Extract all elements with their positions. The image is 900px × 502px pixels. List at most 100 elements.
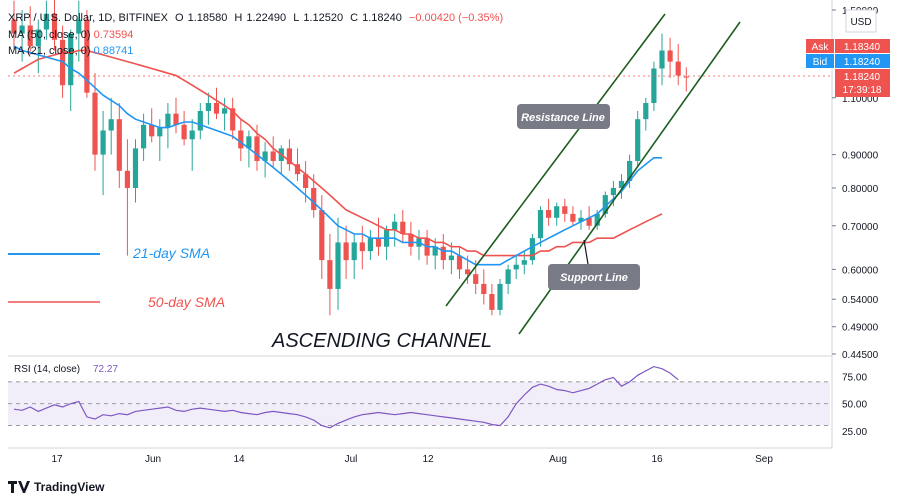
price-tick-label: 0.44500 [842, 350, 879, 361]
bid-value-bg [835, 54, 890, 68]
time-tick-label: 16 [651, 454, 663, 465]
support-label: Support Line [560, 272, 628, 284]
price-tick-label: 0.90000 [842, 151, 879, 162]
support-pointer [583, 239, 589, 265]
candle-body [554, 206, 560, 218]
candle-body [359, 242, 365, 252]
ask-label-bg [806, 39, 834, 53]
candle-body [173, 113, 179, 125]
candle-body [683, 76, 689, 78]
sma50-annotation: 50-day SMA [148, 294, 225, 310]
candle-body [230, 108, 236, 131]
candle-body [481, 283, 487, 295]
ma50-legend[interactable]: MA (50, close, 0) 0.73594 [8, 29, 133, 41]
candle-body [546, 210, 552, 218]
candle-body [513, 264, 519, 270]
candle-body [327, 260, 333, 289]
price-tick-label: 0.60000 [842, 265, 879, 276]
candle-body [213, 102, 220, 114]
ask-value: 1.18340 [844, 42, 881, 53]
open-value: 1.18580 [187, 12, 228, 24]
rsi-label: RSI (14, close) [14, 364, 80, 375]
time-tick-label: 12 [422, 454, 434, 465]
candle-body [35, 29, 41, 47]
candle-body [141, 124, 147, 149]
time-tick-label: Jun [145, 454, 161, 465]
price-tick-label: 0.80000 [842, 184, 879, 195]
candle-body [262, 151, 268, 161]
time-tick-label: 14 [233, 454, 245, 465]
candle-body [319, 210, 325, 261]
sma21-annotation: 21-day SMA [132, 245, 210, 261]
candle-body [578, 217, 584, 222]
candle-body [84, 19, 90, 93]
candle-body [238, 130, 244, 149]
candle-body [570, 213, 576, 222]
price-tick-label: 0.70000 [842, 222, 879, 233]
candle-body [465, 269, 471, 275]
candle-body [602, 195, 608, 214]
candle-body [473, 274, 479, 284]
last-price-countdown: 17:39:18 [843, 85, 882, 96]
rsi-tick-label: 75.00 [842, 372, 867, 383]
brand-name: TradingView [34, 480, 105, 494]
candle-body [651, 68, 657, 103]
candle-body [367, 238, 373, 252]
sma50-line [13, 49, 663, 257]
close-label: C [350, 12, 359, 24]
open-label: O [175, 12, 184, 24]
candle-body [375, 238, 382, 247]
high-label: H [234, 12, 243, 24]
time-tick-label: Jul [345, 454, 358, 465]
bid-label: Bid [813, 57, 827, 68]
rsi-axis: 75.00 50.00 25.00 [842, 372, 867, 438]
candle-body [254, 136, 260, 161]
price-tick-label: 0.49000 [842, 323, 879, 334]
candle-body [222, 108, 228, 114]
candle-body [432, 246, 438, 256]
ask-label: Ask [812, 42, 830, 53]
candle-body [675, 61, 681, 76]
bid-value: 1.18240 [844, 57, 881, 68]
candle-body [643, 102, 649, 120]
support-callout [548, 264, 640, 290]
resistance-label: Resistance Line [521, 112, 605, 124]
candle-body [303, 174, 309, 188]
candle-body [76, 19, 82, 34]
bid-label-bg [806, 54, 834, 68]
candle-body [181, 124, 187, 140]
low-value: 1.12520 [303, 12, 344, 24]
candle-body [11, 19, 17, 34]
candle-body [157, 127, 163, 137]
tradingview-brand[interactable]: TradingView [8, 480, 104, 494]
candle-body [108, 119, 114, 131]
high-value: 1.22490 [246, 12, 287, 24]
candlestick-series [11, 0, 689, 316]
currency-label: USD [850, 17, 871, 28]
resistance-callout [517, 104, 610, 129]
candle-body [521, 260, 527, 265]
tradingview-logo-icon [8, 481, 30, 493]
ask-value-bg [835, 39, 890, 53]
last-price-value: 1.18240 [844, 72, 881, 83]
candle-body [246, 136, 252, 149]
currency-box [845, 9, 877, 33]
price-axis: 1.500001.100000.900000.800000.700000.600… [8, 6, 890, 361]
candle-body [100, 130, 106, 155]
close-value: 1.18240 [362, 12, 402, 24]
candle-body [205, 102, 211, 111]
rsi-tick-label: 50.00 [842, 400, 867, 411]
candle-body [618, 180, 625, 188]
time-tick-label: Aug [549, 454, 567, 465]
resistance-line [445, 13, 666, 307]
candle-body [116, 119, 122, 171]
ma21-label: MA (21, close, 0) [8, 45, 91, 57]
time-axis: 17 Jun 14 Jul 12 Aug 16 Sep [51, 454, 773, 465]
candle-body [456, 255, 463, 270]
ma21-legend[interactable]: MA (21, close, 0) 0.88741 [8, 45, 133, 57]
candle-body [270, 151, 276, 161]
time-tick-label: Sep [755, 454, 773, 465]
symbol-title: XRP / U.S. Dollar, 1D, BITFINEX [8, 12, 168, 24]
candle-body [189, 130, 195, 140]
